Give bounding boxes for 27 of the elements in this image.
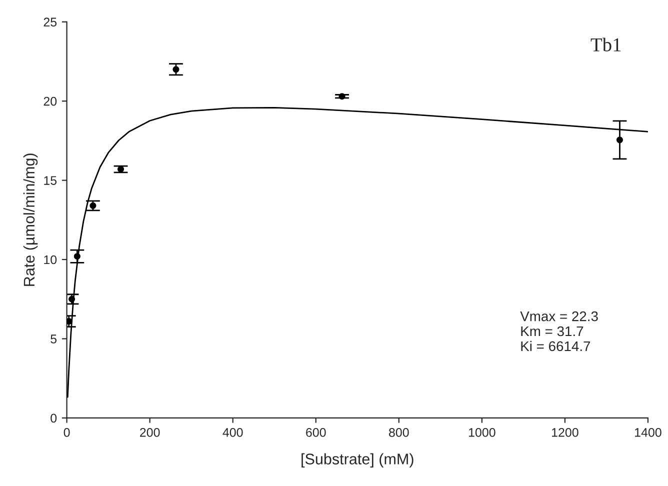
x-tick-label: 0 (64, 428, 70, 437)
x-axis-title: [Substrate] (mM) (302, 453, 414, 468)
x-tick-label: 1200 (552, 428, 578, 437)
x-tick-label: 1000 (468, 428, 496, 437)
annotation: Tb1 (590, 38, 621, 52)
point (74, 253, 80, 260)
point (338, 93, 346, 100)
y-tick-label: 20 (44, 96, 57, 106)
x-tick-label: 200 (140, 428, 160, 437)
x-tick-label: 1400 (635, 428, 662, 437)
line-series (66, 107, 648, 398)
y-tick-label: 15 (44, 176, 57, 185)
x-tick-label: 600 (306, 428, 326, 437)
y-tick-label: 5 (50, 334, 57, 344)
point (66, 318, 72, 325)
point (172, 66, 180, 73)
y-tick-label: 10 (44, 255, 57, 264)
x-tick-label: 400 (222, 428, 243, 437)
point (118, 166, 124, 172)
y-axis-title: Rate (µmol/min/mg) (23, 154, 38, 286)
point (90, 202, 96, 209)
y-tick-label: 0 (50, 414, 57, 423)
y-tick-label: 25 (44, 18, 57, 27)
x-tick-label: 800 (389, 428, 409, 437)
point (68, 296, 76, 302)
point (616, 136, 623, 144)
annotation: Vmax = 22.3 Km = 31.7 Ki = 6614.7 (520, 311, 598, 352)
